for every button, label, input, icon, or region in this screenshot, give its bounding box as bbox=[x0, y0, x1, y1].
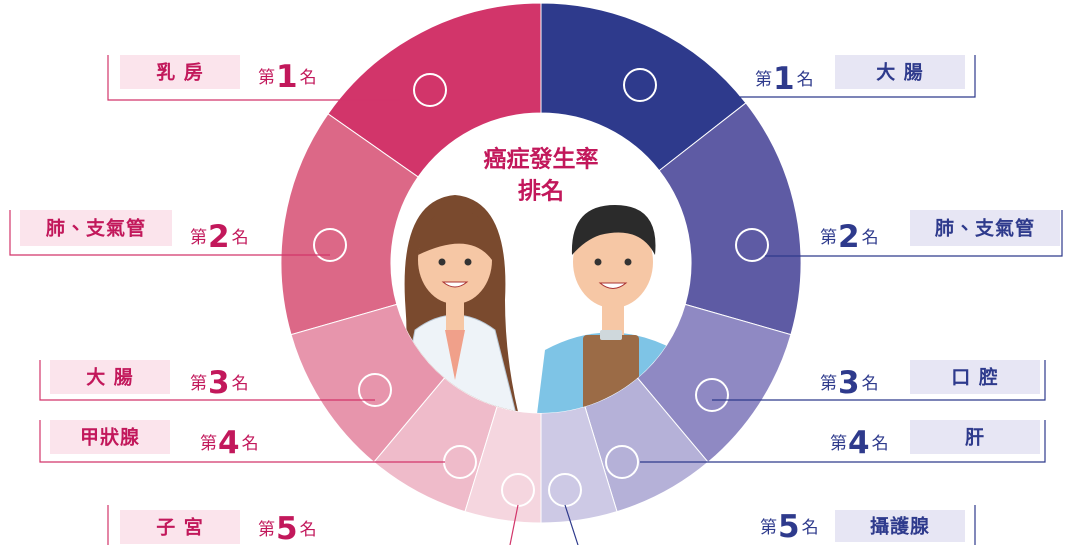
rank-number: 5 bbox=[778, 509, 800, 545]
rank-suffix: 名 bbox=[232, 374, 249, 394]
rank-suffix: 名 bbox=[300, 68, 317, 88]
organ-label: 口 腔 bbox=[951, 366, 999, 389]
rank-prefix: 第 bbox=[820, 374, 837, 394]
rank-suffix: 名 bbox=[242, 434, 259, 454]
title-line: 排名 bbox=[518, 178, 564, 205]
organ-label: 攝護腺 bbox=[870, 515, 930, 538]
rank-number: 5 bbox=[276, 511, 298, 545]
organ-label: 子 宮 bbox=[156, 516, 204, 539]
rank-suffix: 名 bbox=[232, 228, 249, 248]
rank-number: 4 bbox=[848, 425, 870, 461]
infographic: 癌症發生率 排名 乳 房第1名肺、支氣管第2名大 腸第3名甲狀腺第4名子 宮第5… bbox=[0, 0, 1065, 545]
rank-prefix: 第 bbox=[200, 434, 217, 454]
rank-prefix: 第 bbox=[830, 434, 847, 454]
organ-label: 肺、支氣管 bbox=[45, 217, 146, 240]
rank-suffix: 名 bbox=[802, 518, 819, 538]
rank-prefix: 第 bbox=[755, 70, 772, 90]
rank-prefix: 第 bbox=[258, 520, 275, 540]
rank-number: 2 bbox=[838, 219, 860, 255]
rank-prefix: 第 bbox=[190, 374, 207, 394]
rank-suffix: 名 bbox=[797, 70, 814, 90]
rank-prefix: 第 bbox=[760, 518, 777, 538]
rank-number: 2 bbox=[208, 219, 230, 255]
rank-number: 1 bbox=[773, 61, 795, 97]
organ-label: 甲狀腺 bbox=[80, 426, 140, 449]
rank-prefix: 第 bbox=[820, 228, 837, 248]
rank-prefix: 第 bbox=[190, 228, 207, 248]
rank-number: 3 bbox=[838, 365, 860, 401]
rank-suffix: 名 bbox=[300, 520, 317, 540]
rank-suffix: 名 bbox=[872, 434, 889, 454]
organ-label: 肺、支氣管 bbox=[934, 217, 1035, 240]
rank-number: 4 bbox=[218, 425, 240, 461]
rank-number: 3 bbox=[208, 365, 230, 401]
rank-number: 1 bbox=[276, 59, 298, 95]
organ-label: 大 腸 bbox=[86, 366, 134, 389]
organ-label: 大 腸 bbox=[876, 61, 924, 84]
rank-prefix: 第 bbox=[258, 68, 275, 88]
rank-suffix: 名 bbox=[862, 228, 879, 248]
rank-suffix: 名 bbox=[862, 374, 879, 394]
organ-label: 肝 bbox=[965, 427, 985, 449]
title-line: 癌症發生率 bbox=[484, 146, 599, 173]
organ-label: 乳 房 bbox=[156, 61, 204, 84]
